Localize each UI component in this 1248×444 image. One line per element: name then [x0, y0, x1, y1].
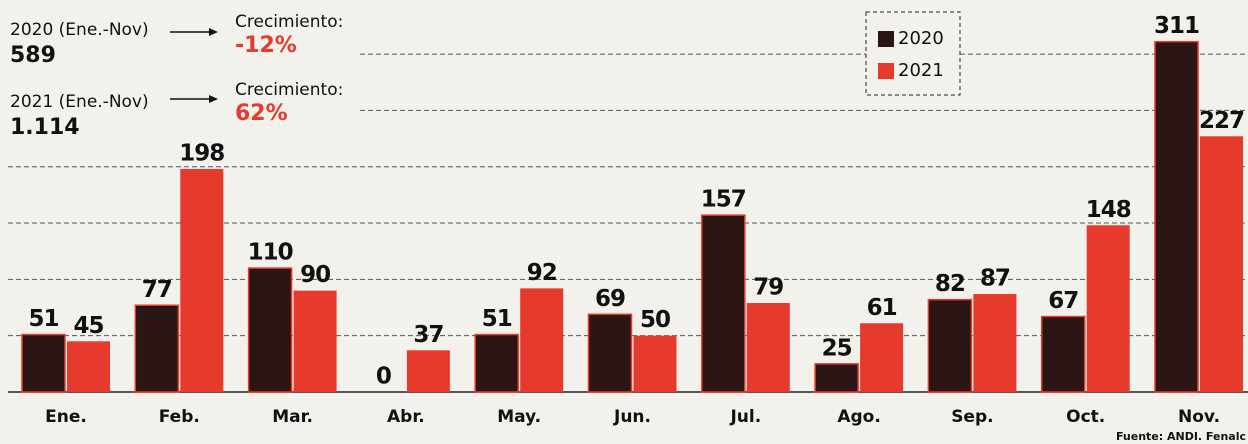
value-label: 90 — [300, 262, 330, 288]
value-label: 110 — [248, 240, 293, 266]
annotation-label: 2021 (Ene.-Nov) — [10, 92, 149, 112]
annotation-growth: 62% — [235, 101, 288, 126]
value-label: 198 — [179, 140, 224, 166]
annotation-bg — [8, 0, 358, 140]
value-label: 67 — [1048, 288, 1078, 314]
value-label: 79 — [753, 275, 783, 301]
annotation-growth-label: Crecimiento: — [235, 12, 343, 32]
annotation-growth-label: Crecimiento: — [235, 80, 343, 100]
x-tick-label: Ago. — [837, 407, 880, 427]
bar — [587, 313, 633, 393]
value-label: 45 — [73, 313, 103, 339]
x-tick-label: Sep. — [951, 407, 993, 427]
bar — [1040, 315, 1086, 393]
value-label: 50 — [640, 307, 670, 333]
arrow-head — [209, 95, 218, 103]
x-tick-label: Nov. — [1178, 407, 1220, 427]
bar — [633, 335, 677, 392]
bar — [406, 350, 450, 392]
x-tick-label: Jun. — [613, 407, 651, 427]
value-label: 37 — [413, 322, 443, 348]
annotation-total: 1.114 — [10, 115, 80, 140]
value-label: 69 — [595, 286, 625, 312]
value-label: 148 — [1086, 197, 1131, 223]
source: Fuente: ANDI. Fenalc — [1116, 430, 1246, 443]
x-tick-label: Mar. — [272, 407, 313, 427]
x-tick-label: Jul. — [729, 407, 761, 427]
x-tick-label: May. — [497, 407, 541, 427]
value-label: 25 — [822, 335, 852, 361]
bar — [180, 168, 224, 392]
annotation-label: 2020 (Ene.-Nov) — [10, 20, 149, 40]
bar — [21, 333, 66, 393]
legend-label: 2021 — [898, 60, 944, 81]
annotation-growth: -12% — [235, 33, 297, 58]
value-label: 0 — [376, 364, 391, 390]
bar — [1154, 40, 1199, 393]
bar — [746, 303, 790, 392]
annotation-total: 589 — [10, 43, 56, 68]
legend-label: 2020 — [898, 28, 944, 49]
value-label: 77 — [142, 277, 172, 303]
bar — [247, 267, 293, 393]
value-label: 51 — [28, 306, 58, 332]
bar — [134, 304, 180, 393]
value-label: 51 — [482, 306, 512, 332]
x-tick-label: Feb. — [159, 407, 200, 427]
value-label: 311 — [1154, 13, 1199, 39]
value-label: 82 — [935, 271, 965, 297]
x-tick-label: Ene. — [45, 407, 87, 427]
arrow-head — [209, 28, 218, 36]
bar — [927, 298, 973, 393]
bar — [520, 288, 564, 392]
value-label: 87 — [980, 266, 1010, 292]
x-tick-label: Oct. — [1066, 407, 1105, 427]
bar — [67, 341, 110, 392]
legend-box — [865, 11, 961, 96]
bar — [1200, 136, 1243, 392]
value-label: 227 — [1199, 108, 1244, 134]
legend-swatch — [878, 31, 894, 47]
bar — [701, 214, 746, 393]
value-label: 157 — [701, 187, 746, 213]
bar — [814, 363, 859, 393]
value-label: 61 — [867, 295, 897, 321]
x-tick-label: Abr. — [387, 407, 425, 427]
value-label: 92 — [527, 260, 557, 286]
bar — [293, 290, 337, 392]
bar — [1086, 225, 1130, 392]
bar — [973, 294, 1017, 392]
bar — [860, 323, 904, 392]
legend-swatch — [878, 63, 894, 79]
bar — [474, 333, 519, 393]
